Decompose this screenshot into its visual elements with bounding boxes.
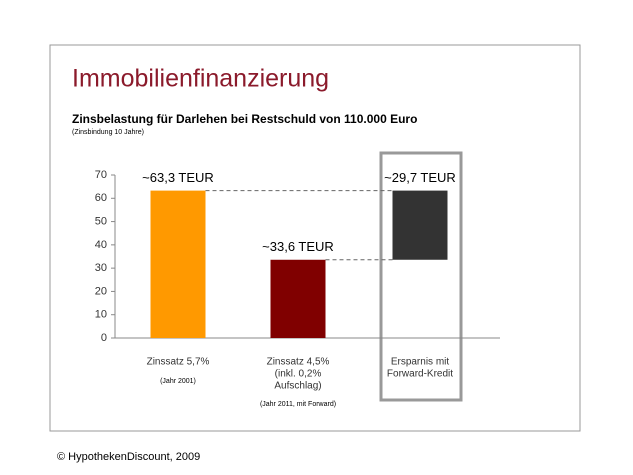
category-note: (Jahr 2011, mit Forward) bbox=[260, 401, 336, 408]
x-tick-label: Zinssatz 4,5% bbox=[267, 357, 330, 368]
x-tick-label: Ersparnis mit bbox=[391, 357, 450, 368]
footer: © HypothekenDiscount, 2009 bbox=[57, 451, 200, 463]
value-label: ~29,7 TEUR bbox=[384, 170, 456, 185]
y-tick-label: 70 bbox=[95, 169, 107, 181]
slide-frame bbox=[49, 44, 581, 432]
y-tick-label: 50 bbox=[95, 215, 107, 227]
bar bbox=[270, 259, 326, 338]
value-label: ~63,3 TEUR bbox=[142, 170, 214, 185]
x-tick-label: Zinssatz 5,7% bbox=[147, 357, 210, 368]
y-tick-label: 20 bbox=[95, 285, 107, 297]
x-tick-label: Forward-Kredit bbox=[387, 369, 453, 380]
chart-title: Immobilienfinanzierung bbox=[72, 65, 329, 93]
x-tick-label: (inkl. 0,2% bbox=[275, 369, 322, 380]
chart-note: (Zinsbindung 10 Jahre) bbox=[72, 129, 144, 136]
bar bbox=[392, 190, 448, 260]
value-label: ~33,6 TEUR bbox=[262, 239, 334, 254]
y-tick-label: 10 bbox=[95, 309, 107, 321]
highlight-box bbox=[379, 151, 463, 402]
y-tick-label: 60 bbox=[95, 192, 107, 204]
y-tick-label: 0 bbox=[101, 332, 107, 344]
bar bbox=[150, 190, 206, 338]
category-note: (Jahr 2001) bbox=[160, 378, 196, 385]
y-tick-label: 30 bbox=[95, 262, 107, 274]
y-tick-label: 40 bbox=[95, 239, 107, 251]
chart-subtitle: Zinsbelastung für Darlehen bei Restschul… bbox=[72, 112, 417, 126]
x-tick-label: Aufschlag) bbox=[274, 381, 321, 392]
